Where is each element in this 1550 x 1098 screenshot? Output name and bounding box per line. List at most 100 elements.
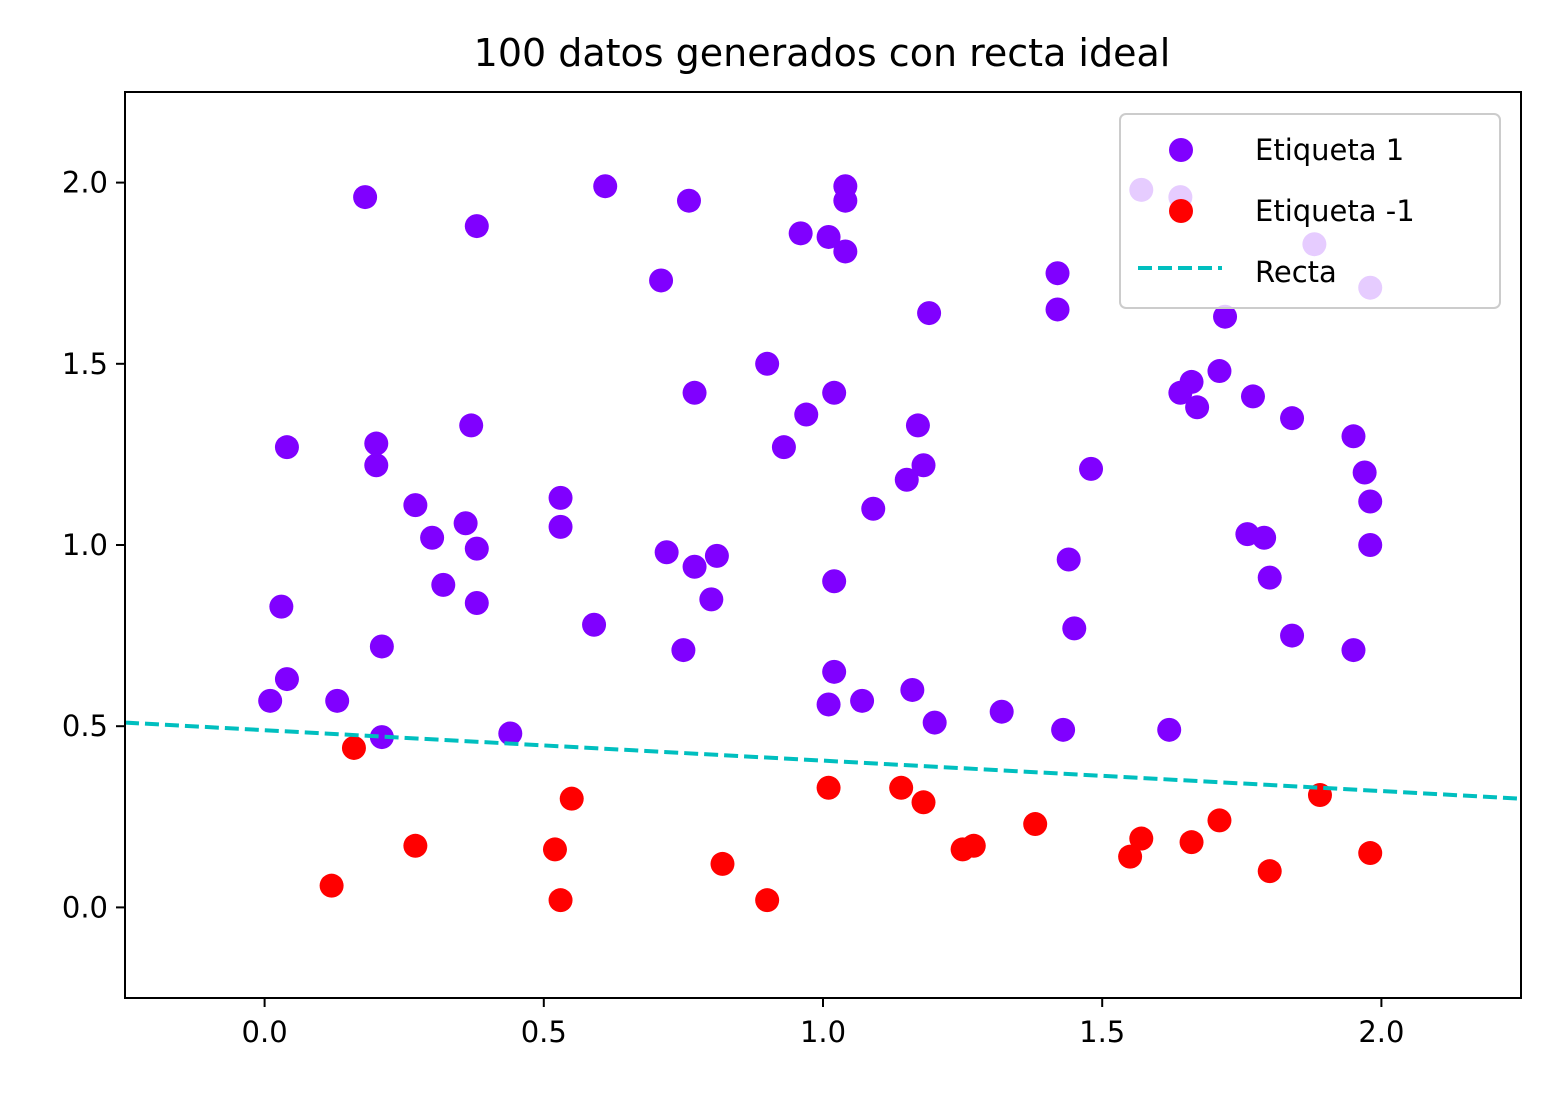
point-etiqueta-neg1-8	[816, 775, 841, 800]
point-etiqueta-1-25	[894, 467, 919, 492]
point-etiqueta-1-51	[431, 572, 456, 597]
point-etiqueta-neg1-3	[542, 837, 567, 862]
point-etiqueta-1-40	[1257, 565, 1282, 590]
point-etiqueta-1-19	[682, 380, 707, 405]
point-etiqueta-1-56	[682, 554, 707, 579]
legend-label-etiqueta-1: Etiqueta 1	[1255, 133, 1404, 167]
point-etiqueta-1-39	[1252, 525, 1277, 550]
point-etiqueta-neg1-7	[755, 888, 780, 913]
point-etiqueta-1-17	[1213, 304, 1238, 329]
legend: Etiqueta 1 Etiqueta -1 Recta	[1119, 113, 1501, 309]
point-etiqueta-1-66	[258, 688, 283, 713]
point-etiqueta-1-64	[269, 594, 294, 619]
point-etiqueta-1-3	[676, 188, 701, 213]
point-etiqueta-neg1-6	[710, 851, 735, 876]
point-etiqueta-1-50	[464, 536, 489, 561]
point-etiqueta-1-10	[917, 301, 942, 326]
point-etiqueta-neg1-0	[341, 735, 366, 760]
point-etiqueta-1-60	[671, 638, 696, 663]
point-etiqueta-1-42	[1341, 638, 1366, 663]
point-etiqueta-1-23	[905, 413, 930, 438]
point-etiqueta-neg1-20	[1358, 841, 1383, 866]
point-etiqueta-1-57	[704, 543, 729, 568]
point-etiqueta-1-47	[403, 493, 428, 518]
point-etiqueta-1-1	[464, 214, 489, 239]
point-etiqueta-1-12	[1045, 297, 1070, 322]
point-etiqueta-neg1-5	[559, 786, 584, 811]
y-tick-label: 0.5	[62, 709, 108, 743]
point-etiqueta-1-53	[548, 485, 573, 510]
point-etiqueta-1-6	[788, 221, 813, 246]
point-etiqueta-1-75	[922, 710, 947, 735]
point-etiqueta-neg1-1	[319, 873, 344, 898]
point-etiqueta-1-74	[900, 677, 925, 702]
point-etiqueta-1-30	[1185, 395, 1210, 420]
point-etiqueta-neg1-18	[1257, 859, 1282, 884]
point-etiqueta-1-73	[850, 688, 875, 713]
x-tick-label: 1.5	[1079, 1015, 1125, 1049]
x-axis: 0.0 0.5 1.0 1.5 2.0	[242, 998, 1404, 1049]
x-tick-label: 0.0	[242, 1015, 288, 1049]
point-etiqueta-1-77	[1051, 717, 1076, 742]
point-etiqueta-1-48	[420, 525, 445, 550]
point-etiqueta-1-67	[325, 688, 350, 713]
recta-line	[125, 720, 1521, 801]
point-etiqueta-1-65	[274, 667, 299, 692]
point-etiqueta-1-20	[822, 380, 847, 405]
point-etiqueta-1-76	[989, 699, 1014, 724]
point-etiqueta-1-55	[654, 540, 679, 565]
point-etiqueta-1-21	[794, 402, 819, 427]
point-etiqueta-1-35	[1352, 460, 1377, 485]
point-etiqueta-neg1-10	[911, 790, 936, 815]
point-etiqueta-1-8	[833, 239, 858, 264]
point-etiqueta-1-43	[274, 435, 299, 460]
legend-box	[1119, 113, 1501, 309]
point-etiqueta-1-54	[548, 514, 573, 539]
point-etiqueta-1-9	[649, 268, 674, 293]
point-etiqueta-1-70	[498, 721, 523, 746]
point-etiqueta-1-71	[822, 659, 847, 684]
y-tick-label: 1.5	[62, 347, 108, 381]
y-tick-label: 0.0	[62, 890, 108, 924]
point-etiqueta-1-59	[582, 612, 607, 637]
point-etiqueta-neg1-16	[1179, 830, 1204, 855]
point-etiqueta-1-27	[1079, 456, 1104, 481]
point-etiqueta-1-72	[816, 692, 841, 717]
legend-label-etiqueta-neg1: Etiqueta -1	[1255, 194, 1415, 228]
chart-title: 100 datos generados con recta ideal	[474, 31, 1171, 75]
legend-marker-etiqueta-1	[1169, 138, 1193, 162]
point-etiqueta-1-24	[911, 453, 936, 478]
point-etiqueta-1-58	[699, 587, 724, 612]
point-etiqueta-1-7	[816, 224, 841, 249]
point-etiqueta-neg1-17	[1207, 808, 1232, 833]
point-etiqueta-1-29	[1179, 369, 1204, 394]
point-etiqueta-neg1-9	[889, 775, 914, 800]
point-etiqueta-1-45	[364, 453, 389, 478]
point-etiqueta-1-49	[453, 511, 478, 536]
point-etiqueta-1-78	[1157, 717, 1182, 742]
y-axis: 0.0 0.5 1.0 1.5 2.0	[62, 166, 125, 924]
point-etiqueta-1-5	[833, 188, 858, 213]
point-etiqueta-neg1-15	[1129, 826, 1154, 851]
point-etiqueta-1-2	[593, 174, 618, 199]
x-tick-label: 1.0	[800, 1015, 846, 1049]
point-etiqueta-1-11	[1045, 261, 1070, 286]
point-etiqueta-neg1-12	[961, 833, 986, 858]
point-etiqueta-1-61	[822, 569, 847, 594]
x-tick-label: 0.5	[521, 1015, 567, 1049]
point-etiqueta-1-52	[464, 590, 489, 615]
y-tick-label: 2.0	[62, 166, 108, 200]
point-etiqueta-1-63	[1062, 616, 1087, 641]
point-etiqueta-neg1-2	[403, 833, 428, 858]
point-etiqueta-1-37	[1358, 533, 1383, 557]
point-etiqueta-neg1-13	[1023, 812, 1048, 837]
point-etiqueta-1-34	[1341, 424, 1366, 449]
point-etiqueta-1-69	[369, 725, 394, 750]
point-etiqueta-1-46	[459, 413, 484, 438]
point-etiqueta-1-22	[771, 435, 796, 460]
point-etiqueta-neg1-14	[1118, 844, 1143, 869]
point-etiqueta-1-44	[364, 431, 389, 456]
point-etiqueta-1-68	[369, 634, 394, 659]
point-etiqueta-1-62	[1056, 547, 1081, 572]
